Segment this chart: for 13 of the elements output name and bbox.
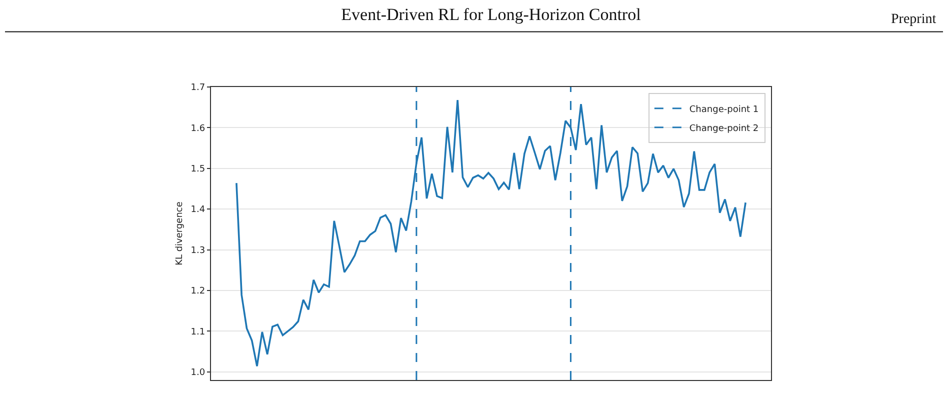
y-tick-label: 1.0 bbox=[190, 368, 206, 378]
y-tick-label: 1.3 bbox=[190, 246, 206, 256]
y-tick-label: 1.7 bbox=[190, 83, 206, 94]
y-tick-label: 1.6 bbox=[190, 124, 206, 134]
chart-title: Event-Driven RL for Long-Horizon Control bbox=[341, 4, 642, 24]
text: Change-point 2 bbox=[689, 124, 759, 134]
y-tick-label: 1.4 bbox=[190, 205, 206, 216]
y-tick-label: 1.5 bbox=[190, 164, 206, 175]
y-tick-label: 1.1 bbox=[190, 327, 206, 338]
y-tick-label: 1.2 bbox=[190, 286, 206, 297]
text: Preprint bbox=[891, 12, 936, 27]
text: Change-point 1 bbox=[689, 104, 759, 115]
y-axis-title: KL divergence bbox=[175, 201, 186, 266]
